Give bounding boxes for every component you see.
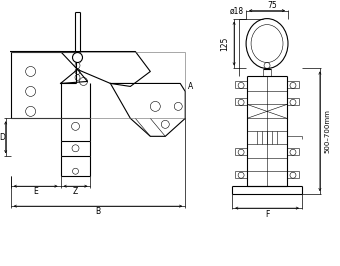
Text: ø18: ø18 xyxy=(230,7,244,16)
Text: A: A xyxy=(188,82,193,91)
Text: 500–700mm: 500–700mm xyxy=(325,109,331,153)
Text: D: D xyxy=(0,133,6,142)
Text: F: F xyxy=(265,210,269,219)
Text: E: E xyxy=(33,187,38,196)
Circle shape xyxy=(72,52,83,63)
Text: 75: 75 xyxy=(267,1,277,10)
Text: Z: Z xyxy=(73,187,78,196)
Text: 125: 125 xyxy=(220,36,229,51)
Text: B: B xyxy=(95,207,100,216)
